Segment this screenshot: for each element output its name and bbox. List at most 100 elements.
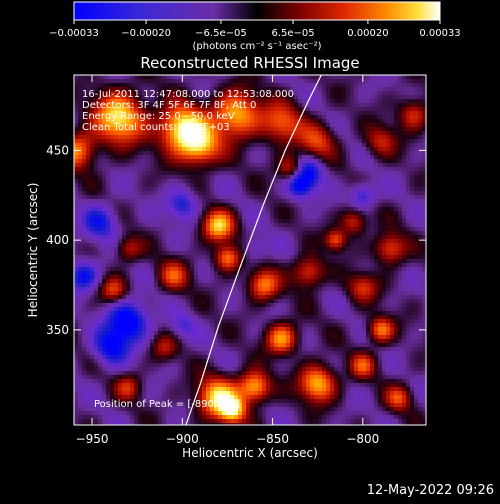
- heatmap-cell: [90, 231, 95, 236]
- heatmap-cell: [378, 123, 383, 128]
- heatmap-cell: [114, 163, 119, 168]
- heatmap-cell: [278, 283, 283, 288]
- heatmap-cell: [170, 219, 175, 224]
- heatmap-cell: [278, 83, 283, 88]
- heatmap-cell: [210, 239, 215, 244]
- heatmap-cell: [350, 223, 355, 228]
- heatmap-cell: [226, 287, 231, 292]
- heatmap-cell: [302, 119, 307, 124]
- heatmap-cell: [350, 291, 355, 296]
- heatmap-cell: [326, 75, 331, 80]
- heatmap-cell: [294, 131, 299, 136]
- heatmap-cell: [170, 231, 175, 236]
- heatmap-cell: [342, 171, 347, 176]
- heatmap-cell: [310, 171, 315, 176]
- heatmap-cell: [122, 175, 127, 180]
- heatmap-cell: [74, 227, 79, 232]
- heatmap-cell: [354, 271, 359, 276]
- heatmap-cell: [234, 255, 239, 260]
- heatmap-cell: [134, 195, 139, 200]
- heatmap-cell: [318, 119, 323, 124]
- heatmap-cell: [266, 251, 271, 256]
- heatmap-cell: [378, 107, 383, 112]
- heatmap-cell: [310, 203, 315, 208]
- heatmap-cell: [266, 147, 271, 152]
- heatmap-cell: [326, 251, 331, 256]
- heatmap-cell: [358, 215, 363, 220]
- heatmap-cell: [170, 299, 175, 304]
- heatmap-cell: [410, 283, 415, 288]
- heatmap-cell: [278, 247, 283, 252]
- heatmap-cell: [154, 219, 159, 224]
- heatmap-cell: [218, 191, 223, 196]
- heatmap-cell: [198, 83, 203, 88]
- heatmap-cell: [78, 191, 83, 196]
- heatmap-cell: [174, 215, 179, 220]
- heatmap-cell: [350, 143, 355, 148]
- heatmap-cell: [182, 143, 187, 148]
- heatmap-cell: [138, 251, 143, 256]
- heatmap-cell: [354, 215, 359, 220]
- heatmap-cell: [234, 127, 239, 132]
- heatmap-cell: [390, 255, 395, 260]
- heatmap-cell: [190, 207, 195, 212]
- heatmap-cell: [398, 219, 403, 224]
- heatmap-cell: [162, 163, 167, 168]
- heatmap-cell: [318, 259, 323, 264]
- heatmap-cell: [226, 151, 231, 156]
- heatmap-cell: [114, 283, 119, 288]
- heatmap-cell: [102, 259, 107, 264]
- heatmap-cell: [258, 123, 263, 128]
- heatmap-cell: [214, 75, 219, 80]
- heatmap-cell: [302, 159, 307, 164]
- heatmap-cell: [334, 151, 339, 156]
- heatmap-cell: [402, 279, 407, 284]
- heatmap-cell: [186, 263, 191, 268]
- heatmap-cell: [222, 247, 227, 252]
- heatmap-cell: [326, 127, 331, 132]
- heatmap-cell: [354, 99, 359, 104]
- heatmap-cell: [182, 207, 187, 212]
- heatmap-cell: [198, 263, 203, 268]
- heatmap-cell: [242, 123, 247, 128]
- heatmap-cell: [306, 215, 311, 220]
- heatmap-cell: [302, 187, 307, 192]
- heatmap-cell: [362, 259, 367, 264]
- heatmap-cell: [318, 99, 323, 104]
- heatmap-cell: [194, 255, 199, 260]
- heatmap-cell: [98, 255, 103, 260]
- heatmap-cell: [390, 235, 395, 240]
- heatmap-cell: [358, 203, 363, 208]
- heatmap-cell: [402, 103, 407, 108]
- heatmap-cell: [130, 75, 135, 80]
- heatmap-cell: [338, 255, 343, 260]
- heatmap-cell: [370, 131, 375, 136]
- colorbar-tick-label: −0.00020: [121, 28, 171, 39]
- heatmap-cell: [418, 271, 423, 276]
- heatmap-cell: [302, 99, 307, 104]
- heatmap-cell: [110, 79, 115, 84]
- heatmap-cell: [94, 231, 99, 236]
- heatmap-cell: [190, 291, 195, 296]
- heatmap-cell: [162, 79, 167, 84]
- heatmap-cell: [346, 255, 351, 260]
- heatmap-cell: [354, 295, 359, 300]
- heatmap-cell: [398, 203, 403, 208]
- heatmap-cell: [354, 259, 359, 264]
- heatmap-cell: [90, 255, 95, 260]
- heatmap-cell: [394, 263, 399, 268]
- heatmap-cell: [310, 139, 315, 144]
- heatmap-cell: [334, 251, 339, 256]
- heatmap-cell: [318, 91, 323, 96]
- heatmap-cell: [130, 235, 135, 240]
- heatmap-cell: [82, 151, 87, 156]
- heatmap-cell: [286, 119, 291, 124]
- heatmap-cell: [250, 83, 255, 88]
- heatmap-cell: [390, 291, 395, 296]
- heatmap-cell: [198, 199, 203, 204]
- heatmap-cell: [98, 287, 103, 292]
- heatmap-cell: [234, 159, 239, 164]
- heatmap-cell: [374, 275, 379, 280]
- heatmap-cell: [302, 87, 307, 92]
- heatmap-cell: [410, 255, 415, 260]
